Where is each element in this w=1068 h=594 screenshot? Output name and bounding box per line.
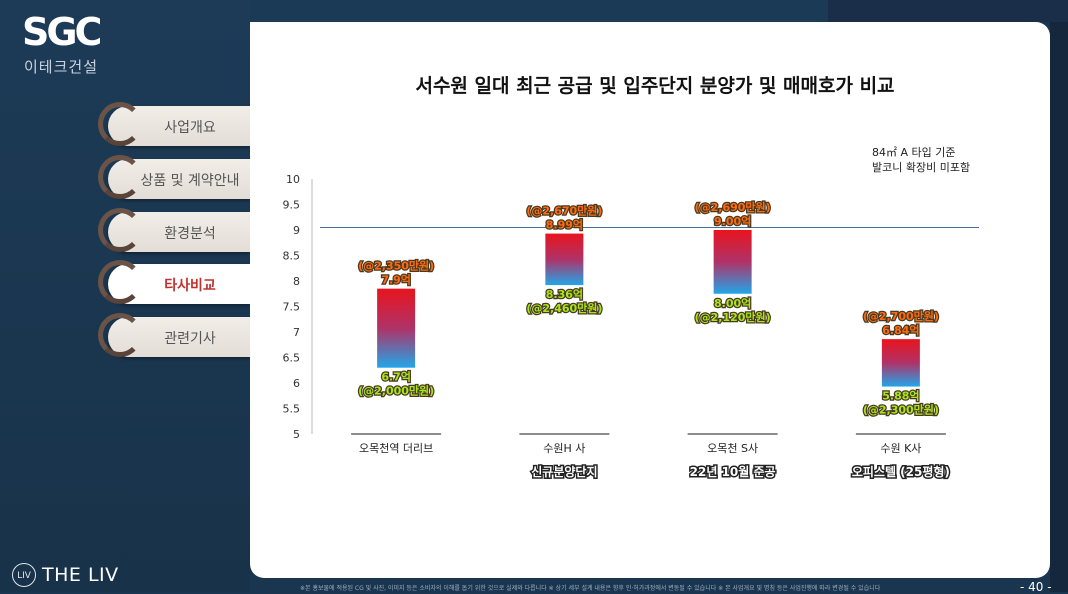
chart-note-line-2: 발코니 확장비 미포함 <box>872 161 970 174</box>
low-price-label: 6.7억 <box>381 371 411 384</box>
high-price-per-unit-label: (@2,700만원) <box>863 309 939 323</box>
liv-circle-icon: LIV <box>12 563 36 587</box>
low-price-label: 8.00억 <box>714 297 751 310</box>
nav-label: 타사비교 <box>164 278 216 294</box>
nav-label: 환경분석 <box>164 226 216 242</box>
x-category-label: 수원H 사 <box>543 442 585 455</box>
low-price-per-unit-label: (@2,300만원) <box>863 403 939 417</box>
range-bar <box>713 230 752 294</box>
nav-label: 사업개요 <box>164 120 216 136</box>
high-price-label: 6.84억 <box>882 324 919 337</box>
y-tick-label: 10 <box>286 173 300 186</box>
y-tick-label: 6.5 <box>283 352 301 365</box>
y-tick-label: 8 <box>293 275 300 288</box>
comparison-chart: 서수원 일대 최근 공급 및 입주단지 분양가 및 매매호가 비교 84㎡ A … <box>283 75 979 481</box>
nav-item-articles[interactable]: 관련기사 <box>98 313 250 357</box>
footer-disclaimer: ※본 홍보물에 적용된 CG 및 사진, 이미지 등은 소비자의 이해를 돕기 … <box>300 585 881 592</box>
nav-ring-icon <box>98 260 142 304</box>
y-tick-label: 9.5 <box>283 199 301 212</box>
x-category-label: 수원 K사 <box>880 442 921 455</box>
sgc-logo: SGC <box>22 10 102 54</box>
y-tick-label: 5.5 <box>283 403 301 416</box>
low-price-per-unit-label: (@2,000만원) <box>358 384 434 398</box>
x-category-subtitle: 신규분양단지 <box>531 464 597 479</box>
y-tick-label: 6 <box>293 377 300 390</box>
nav-item-overview[interactable]: 사업개요 <box>98 102 250 146</box>
content-card: 서수원 일대 최근 공급 및 입주단지 분양가 및 매매호가 비교 84㎡ A … <box>250 22 1050 578</box>
range-bar <box>377 288 416 368</box>
low-price-label: 5.88억 <box>882 390 919 403</box>
nav-ring-icon <box>98 313 142 357</box>
nav-item-products[interactable]: 상품 및 계약안내 <box>98 155 250 199</box>
high-price-label: 9.00억 <box>714 215 751 228</box>
nav-item-environment[interactable]: 환경분석 <box>98 208 250 252</box>
range-bar <box>545 233 584 286</box>
page-number: - 40 - <box>1020 580 1052 594</box>
high-price-per-unit-label: (@2,690만원) <box>695 200 771 214</box>
right-edge <box>1050 22 1068 592</box>
x-category-subtitle: 오피스텔 (25평형) <box>852 464 950 479</box>
top-strip-right <box>828 0 1068 22</box>
y-tick-label: 7.5 <box>283 301 301 314</box>
y-tick-label: 8.5 <box>283 250 301 263</box>
y-tick-label: 7 <box>293 326 300 339</box>
x-category-subtitle: 22년 10월 준공 <box>690 464 776 479</box>
nav-label: 관련기사 <box>164 331 216 347</box>
x-category-label: 오목천역 더리브 <box>359 441 433 455</box>
high-price-per-unit-label: (@2,350만원) <box>358 259 434 273</box>
brand-subtitle: 이테크건설 <box>24 58 99 76</box>
low-price-label: 8.36억 <box>546 288 583 301</box>
high-price-label: 8.99억 <box>546 219 583 232</box>
nav-ring-icon <box>98 102 142 146</box>
low-price-per-unit-label: (@2,120만원) <box>695 310 771 324</box>
the-liv-logo: LIV THE LIV <box>12 563 119 587</box>
chart-title: 서수원 일대 최근 공급 및 입주단지 분양가 및 매매호가 비교 <box>415 75 894 97</box>
nav-item-comparison[interactable]: 타사비교 <box>98 260 250 304</box>
high-price-per-unit-label: (@2,670만원) <box>526 204 602 218</box>
y-tick-label: 9 <box>293 224 300 237</box>
nav-ring-icon <box>98 208 142 252</box>
liv-logo-text: THE LIV <box>42 564 119 586</box>
chart-note-line-1: 84㎡ A 타입 기준 <box>872 146 956 159</box>
y-tick-label: 5 <box>293 428 300 441</box>
low-price-per-unit-label: (@2,460만원) <box>526 301 602 315</box>
range-bar <box>881 339 920 387</box>
x-category-label: 오목천 S사 <box>707 441 758 455</box>
high-price-label: 7.9억 <box>381 274 411 287</box>
nav-label: 상품 및 계약안내 <box>140 173 240 189</box>
nav-ring-icon <box>98 155 142 199</box>
top-strip <box>250 0 828 22</box>
